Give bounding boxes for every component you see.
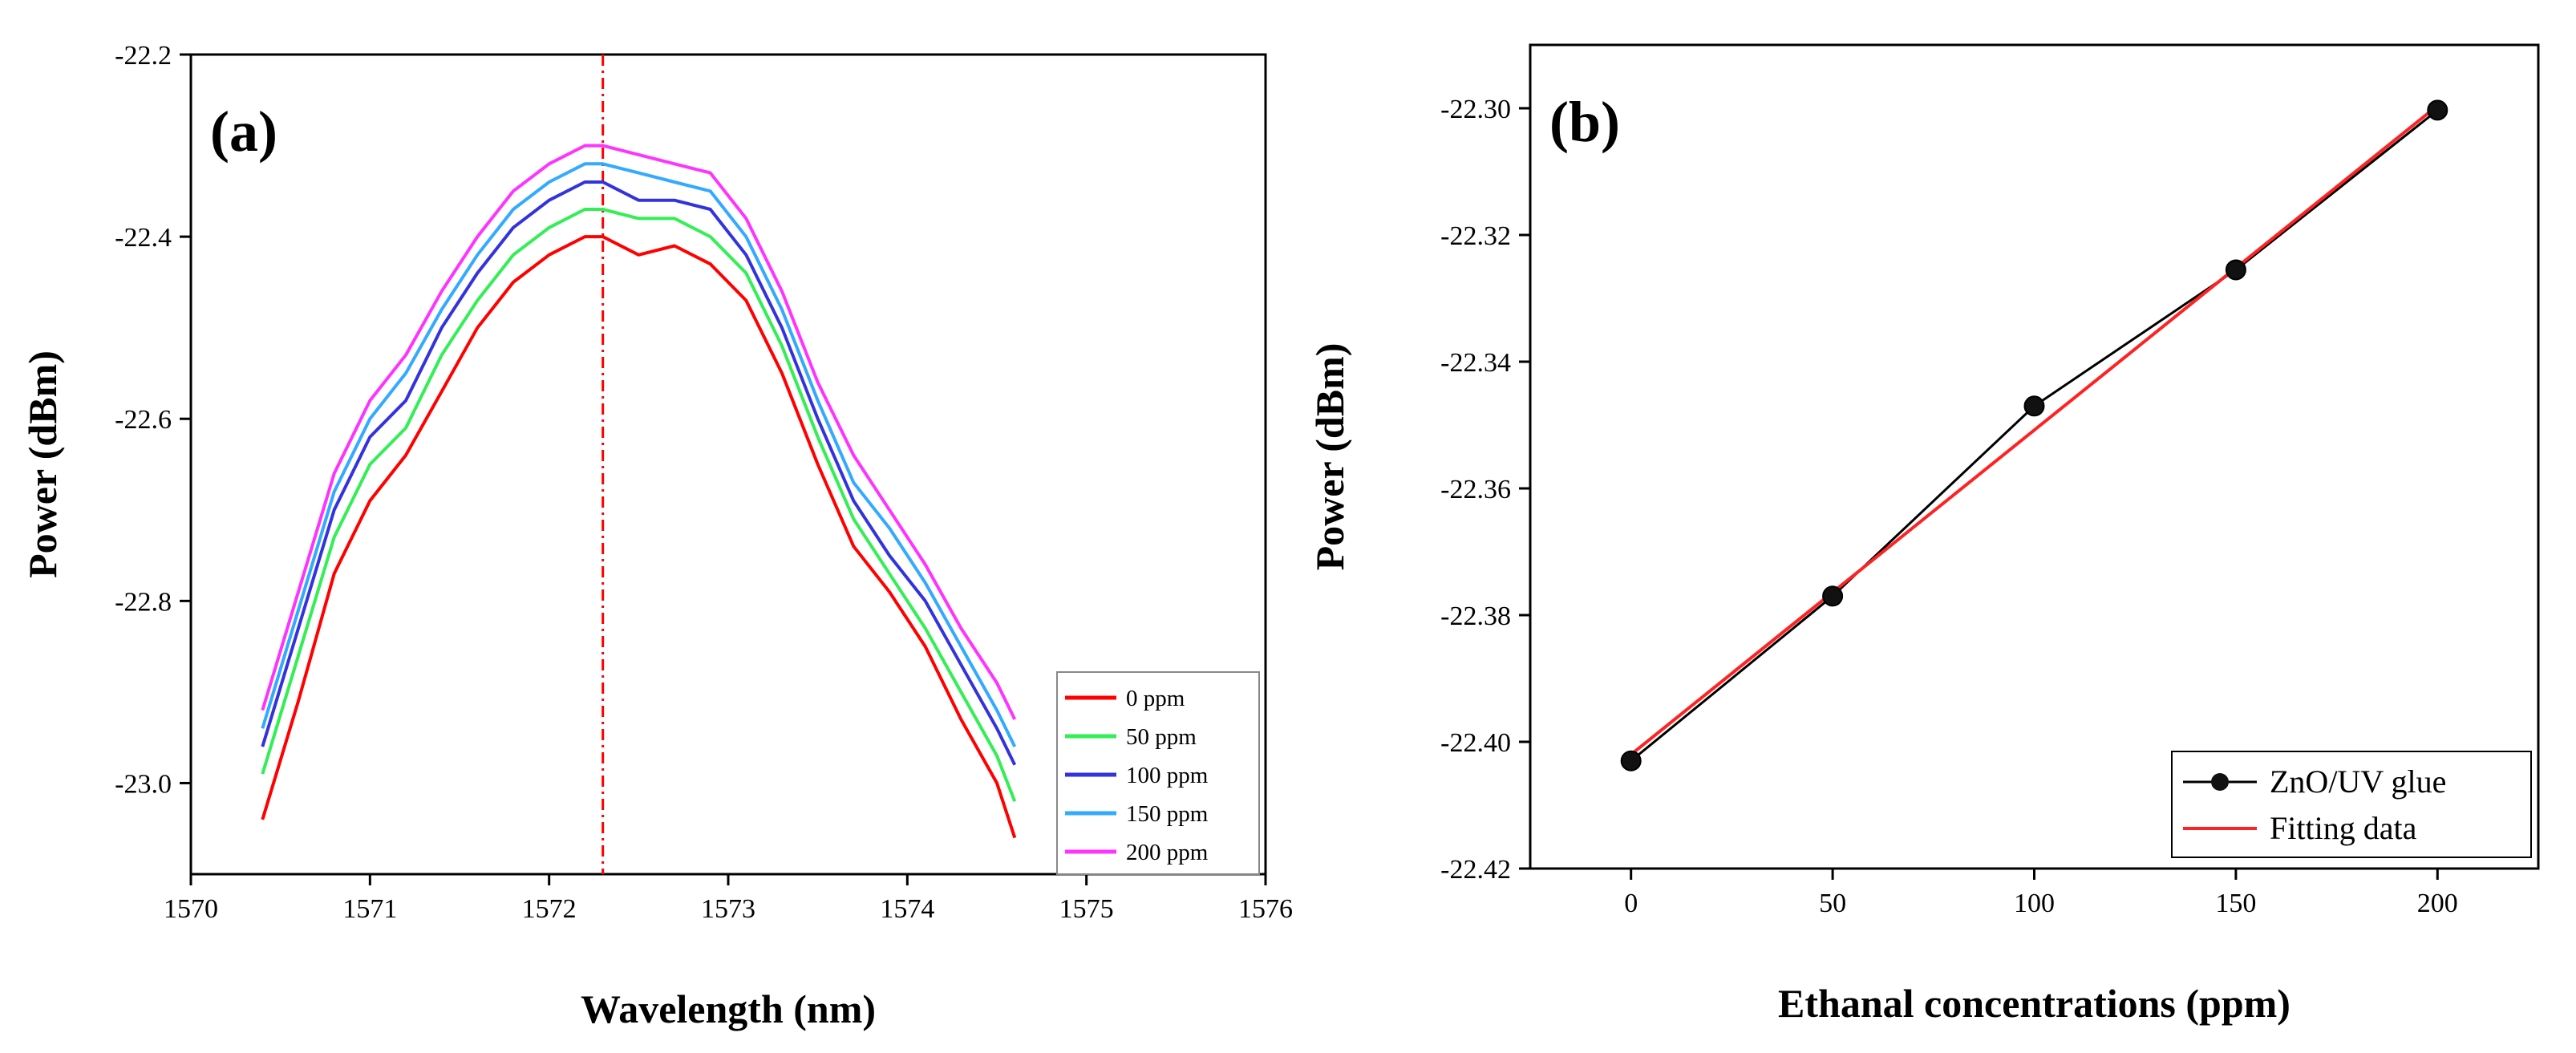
y-tick-label: -22.42: [1440, 855, 1511, 885]
x-tick-label: 1572: [522, 894, 577, 924]
x-tick-label: 200: [2417, 889, 2458, 918]
y-tick-label: -22.38: [1440, 601, 1511, 631]
data-point: [1620, 750, 1642, 772]
x-tick-label: 1575: [1059, 894, 1114, 924]
data-point: [2225, 259, 2246, 281]
x-tick-label: 0: [1624, 889, 1638, 918]
y-tick-label: -22.32: [1440, 221, 1511, 251]
series-line-100-ppm: [261, 180, 1017, 766]
legend-label: 150 ppm: [1126, 801, 1209, 827]
x-tick-label: 1570: [164, 894, 218, 924]
data-point: [2023, 395, 2045, 417]
x-tick-label: 100: [2014, 889, 2055, 918]
x-tick-label: 50: [1819, 889, 1846, 918]
series-line-50-ppm: [261, 208, 1017, 802]
y-tick-label: -22.36: [1440, 475, 1511, 504]
x-axis-title: Ethanal concentrations (ppm): [1778, 981, 2290, 1026]
x-tick-label: 1574: [880, 894, 934, 924]
series-line-measured: [1630, 109, 2439, 762]
y-tick-label: -22.8: [115, 587, 172, 617]
y-tick-label: -22.6: [115, 405, 172, 435]
legend-label: 100 ppm: [1126, 763, 1209, 788]
data-point: [2427, 99, 2448, 121]
data-point: [1822, 585, 1844, 607]
panel-b-chart: 0 50 100 150 200 -22.30 -22.32 -22.34 -22.36 -22.…: [1307, 43, 2540, 1026]
series-line-200-ppm: [261, 144, 1017, 720]
y-tick-label: -23.0: [115, 769, 172, 799]
y-tick-label: -22.2: [115, 41, 172, 71]
series-line-fitting: [1630, 104, 2439, 756]
y-tick-label: -22.4: [115, 223, 172, 253]
x-axis-title: Wavelength (nm): [581, 986, 876, 1031]
panel-label: (b): [1549, 90, 1620, 154]
y-axis-title: Power (dBm): [1307, 343, 1352, 571]
y-tick-label: -22.30: [1440, 95, 1511, 124]
y-tick-label: -22.34: [1440, 348, 1511, 378]
y-axis-title: Power (dBm): [20, 350, 65, 578]
x-tick-label: 1576: [1238, 894, 1293, 924]
series-line-0-ppm: [261, 235, 1017, 839]
legend-box: [2171, 751, 2532, 858]
legend-label: Fitting data: [2270, 810, 2417, 846]
plot-frame: [1529, 43, 2540, 870]
legend-marker: [2211, 773, 2229, 791]
legend-label: 50 ppm: [1126, 724, 1197, 750]
legend-label: ZnO/UV glue: [2270, 763, 2446, 800]
series-line-150-ppm: [261, 162, 1017, 747]
y-tick-label: -22.40: [1440, 728, 1511, 758]
x-tick-label: 150: [2215, 889, 2256, 918]
x-tick-label: 1573: [701, 894, 755, 924]
legend-label: 200 ppm: [1126, 840, 1209, 865]
x-tick-label: 1571: [342, 894, 397, 924]
panel-a-chart: 1570 1571 1572 1573 1574 1575 1576 -22.2 -22.4 -2…: [20, 41, 1293, 1031]
legend-label: 0 ppm: [1126, 686, 1185, 711]
panel-label: (a): [210, 99, 277, 164]
